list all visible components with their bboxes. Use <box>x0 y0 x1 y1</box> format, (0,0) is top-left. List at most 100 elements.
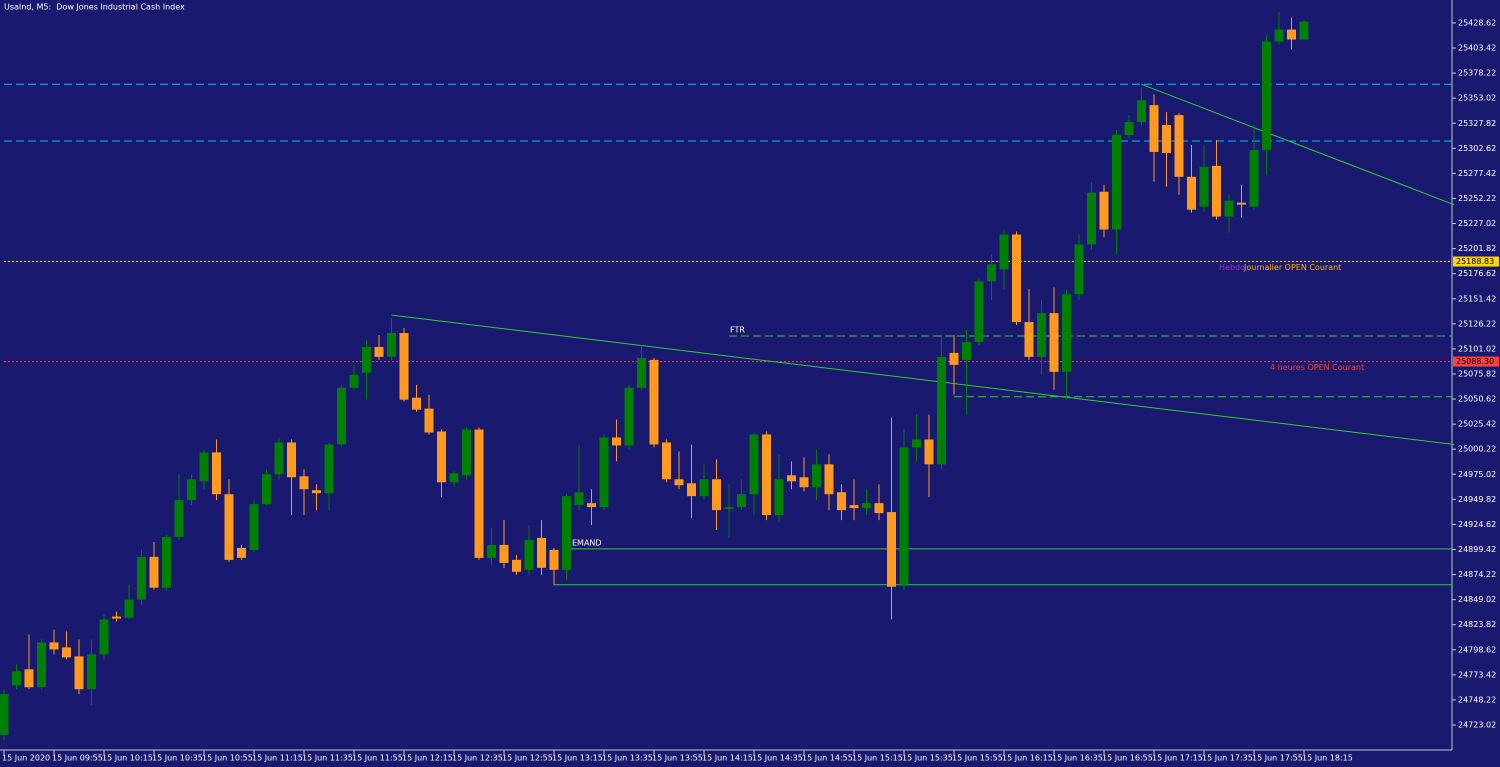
candle-body <box>262 474 271 505</box>
y-tick-label: 24823.82 <box>1458 620 1496 629</box>
candle-body <box>112 616 121 619</box>
candle-body <box>599 437 609 508</box>
candle-body <box>612 437 621 446</box>
candle-body <box>1124 122 1134 136</box>
candle-body <box>587 503 596 508</box>
candle-body <box>1262 41 1271 150</box>
candle-body <box>724 507 734 510</box>
candle-body <box>787 475 796 482</box>
candle-body <box>1237 202 1246 205</box>
x-tick-label: 15 Jun 11:55 <box>352 754 403 763</box>
candle-body <box>87 654 96 690</box>
candle-body <box>374 346 384 357</box>
candle-body <box>1087 192 1096 245</box>
candle-body <box>212 452 221 495</box>
candle-body <box>1199 166 1209 207</box>
x-tick-label: 15 Jun 14:15 <box>702 754 753 763</box>
candle-body <box>574 492 584 506</box>
candle-body <box>737 494 746 508</box>
x-tick-label: 15 Jun 15:15 <box>852 754 903 763</box>
x-tick-label: 15 Jun 10:15 <box>102 754 153 763</box>
y-tick-label: 25428.62 <box>1458 18 1496 27</box>
candle-body <box>74 656 84 690</box>
y-tick-label: 25201.82 <box>1458 244 1496 253</box>
x-tick-label: 15 Jun 13:55 <box>652 754 703 763</box>
y-tick-label: 25327.82 <box>1458 119 1496 128</box>
candle-body <box>1212 165 1221 217</box>
chart-title: UsaInd, M5: Dow Jones Industrial Cash In… <box>4 3 185 12</box>
y-tick-label: 25151.42 <box>1458 294 1496 303</box>
y-tick-label: 25378.22 <box>1458 69 1496 78</box>
candle-body <box>874 503 884 514</box>
candle-body <box>137 556 146 600</box>
y-tick-label: 25075.82 <box>1458 369 1496 378</box>
candle-body <box>287 442 296 478</box>
candle-body <box>187 479 196 501</box>
level-label: Hebdo <box>1219 263 1245 272</box>
y-tick-label: 25050.62 <box>1458 395 1496 404</box>
y-tick-label: 25126.22 <box>1458 319 1496 328</box>
y-tick-label: 25000.22 <box>1458 445 1496 454</box>
candle-body <box>974 281 984 342</box>
candle-body <box>174 500 184 537</box>
candle-body <box>712 479 721 511</box>
candle-body <box>1187 176 1196 210</box>
y-tick-label: 25302.62 <box>1458 144 1496 153</box>
candle-body <box>987 264 996 282</box>
candle-body <box>512 559 521 572</box>
candle-body <box>1049 313 1059 372</box>
y-tick-label: 24773.42 <box>1458 670 1496 679</box>
candle-body <box>662 442 671 480</box>
candle-body <box>249 504 259 550</box>
candle-body <box>949 352 959 365</box>
candle-body <box>762 434 771 516</box>
candle-body <box>412 397 421 410</box>
price-tag <box>1453 356 1499 367</box>
candle-body <box>1162 125 1171 153</box>
candle-body <box>199 452 209 482</box>
y-tick-label: 25025.42 <box>1458 420 1496 429</box>
candle-body <box>1287 29 1296 40</box>
candle-body <box>562 496 571 570</box>
candle-body <box>649 359 659 445</box>
x-tick-label: 15 Jun 15:35 <box>902 754 953 763</box>
candle-body <box>849 505 859 509</box>
x-tick-label: 15 Jun 12:15 <box>402 754 453 763</box>
candle-body <box>887 512 896 587</box>
candle-body <box>487 544 496 558</box>
candle-body <box>862 503 871 509</box>
price-tag <box>1453 256 1499 267</box>
x-tick-label: 15 Jun 12:55 <box>502 754 553 763</box>
candle-body <box>299 476 309 490</box>
x-tick-label: 15 Jun 13:15 <box>552 754 603 763</box>
x-tick-label: 15 Jun 12:35 <box>452 754 503 763</box>
x-tick-label: 15 Jun 15:55 <box>952 754 1003 763</box>
price-tag-label: 25188.83 <box>1456 257 1494 266</box>
candle-body <box>1062 294 1071 372</box>
y-tick-label: 24975.02 <box>1458 470 1496 479</box>
candle-body <box>449 473 459 483</box>
candle-body <box>524 539 534 570</box>
candle-body <box>749 434 759 495</box>
candle-body <box>837 492 846 511</box>
candle-body <box>149 556 159 588</box>
candle-body <box>999 234 1009 270</box>
y-tick-label: 24748.22 <box>1458 695 1496 704</box>
x-tick-label: 15 Jun 14:55 <box>802 754 853 763</box>
y-tick-label: 24798.62 <box>1458 645 1496 654</box>
candle-body <box>812 464 821 488</box>
y-tick-label: 25403.42 <box>1458 44 1496 53</box>
x-tick-label: 15 Jun 17:15 <box>1152 754 1203 763</box>
x-tick-label: 15 Jun 13:35 <box>602 754 653 763</box>
y-tick-label: 25227.02 <box>1458 219 1496 228</box>
candle-body <box>62 647 71 658</box>
candle-body <box>1024 322 1034 357</box>
candle-body <box>399 333 409 400</box>
x-tick-label: 15 Jun 16:35 <box>1052 754 1103 763</box>
candle-body <box>1299 21 1309 40</box>
x-tick-label: 15 Jun 2020 <box>2 754 50 763</box>
candle-body <box>424 408 434 433</box>
candle-body <box>274 442 284 475</box>
candle-body <box>899 447 909 585</box>
